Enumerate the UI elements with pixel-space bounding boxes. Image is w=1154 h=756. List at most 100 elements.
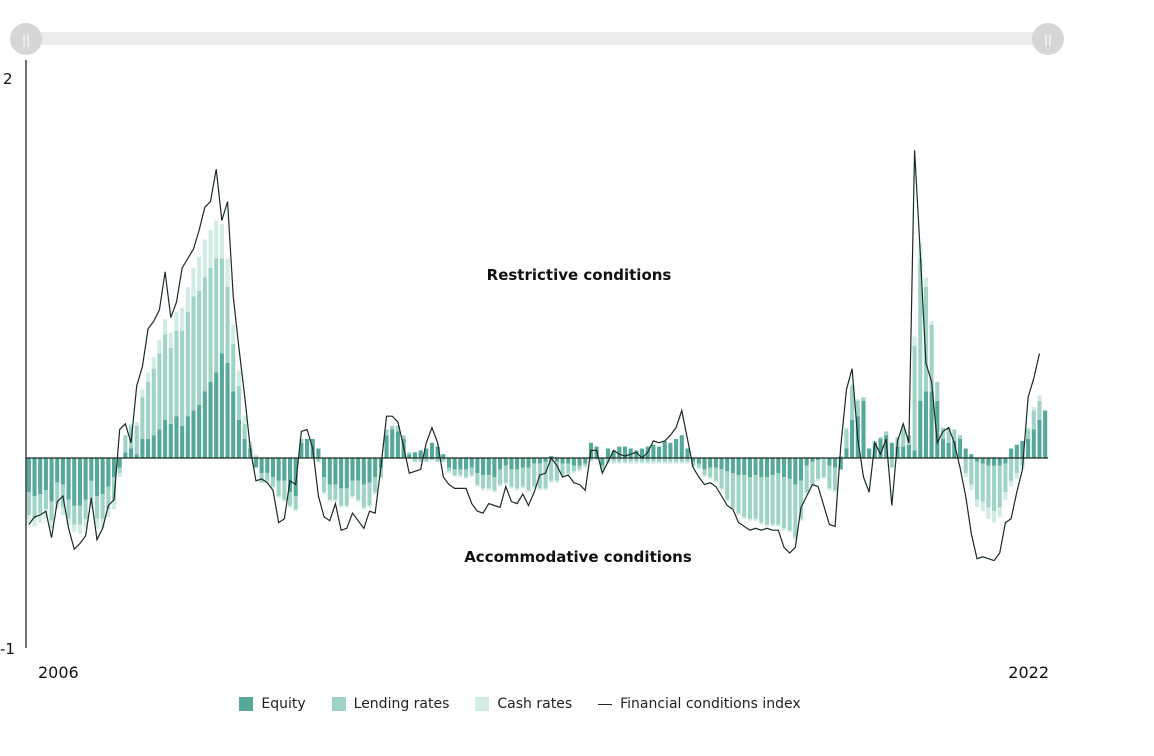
bar-cash-rates — [378, 477, 383, 479]
bar-equity — [969, 454, 974, 458]
bar-lending-rates — [651, 458, 656, 462]
bar-lending-rates — [617, 458, 622, 462]
bar-cash-rates — [645, 461, 650, 464]
bar-cash-rates — [571, 471, 576, 474]
bar-equity — [225, 363, 230, 458]
bar-cash-rates — [566, 473, 571, 476]
bar-lending-rates — [134, 425, 139, 455]
bar-lending-rates — [441, 458, 446, 462]
bar-lending-rates — [412, 458, 417, 462]
bar-cash-rates — [100, 518, 105, 529]
bar-equity — [997, 458, 1002, 466]
bar-cash-rates — [923, 277, 928, 287]
bar-lending-rates — [32, 496, 37, 519]
bar-equity — [208, 382, 213, 458]
bar-cash-rates — [94, 518, 100, 529]
bar-cash-rates — [452, 475, 457, 477]
bar-cash-rates — [197, 256, 202, 291]
bar-lending-rates — [503, 465, 508, 483]
bar-lending-rates — [191, 296, 196, 411]
bar-equity — [1014, 444, 1019, 458]
bar-cash-rates — [622, 461, 628, 464]
bar-lending-rates — [208, 268, 213, 382]
range-slider-track[interactable] — [26, 32, 1048, 45]
bar-equity — [804, 458, 809, 466]
bar-equity — [236, 420, 241, 458]
bar-equity — [134, 454, 139, 458]
bar-cash-rates — [128, 423, 134, 426]
legend-swatch-index — [598, 703, 613, 705]
bar-equity — [185, 416, 190, 458]
bar-equity — [577, 458, 582, 466]
bar-lending-rates — [844, 429, 849, 449]
bar-lending-rates — [889, 458, 894, 468]
bar-equity — [253, 458, 258, 468]
bar-equity — [32, 458, 37, 496]
bar-equity — [219, 353, 224, 458]
bar-lending-rates — [276, 480, 281, 496]
bar-cash-rates — [270, 486, 276, 489]
bar-lending-rates — [628, 458, 633, 462]
range-slider-handle-right[interactable] — [1032, 23, 1064, 55]
bar-lending-rates — [554, 461, 559, 481]
bar-cash-rates — [702, 475, 707, 477]
bar-cash-rates — [72, 524, 77, 533]
bar-cash-rates — [736, 513, 741, 515]
bar-equity — [571, 458, 576, 466]
bar-equity — [259, 458, 264, 474]
bar-lending-rates — [481, 475, 486, 489]
bar-lending-rates — [43, 490, 48, 510]
range-slider-handle-left[interactable] — [10, 23, 42, 55]
bar-lending-rates — [299, 439, 304, 443]
bar-equity — [1009, 448, 1014, 458]
bar-cash-rates — [293, 509, 298, 512]
bar-equity — [66, 458, 71, 500]
bar-equity — [963, 448, 968, 458]
bar-equity — [787, 458, 792, 479]
bar-cash-rates — [174, 311, 179, 331]
bar-equity — [435, 446, 440, 458]
range-slider[interactable]: || || — [10, 23, 1064, 55]
bar-cash-rates — [373, 492, 378, 495]
bar-cash-rates — [503, 482, 508, 485]
bar-equity — [486, 458, 491, 476]
bar-cash-rates — [111, 499, 117, 510]
bar-cash-rates — [798, 518, 804, 521]
bar-equity — [810, 458, 815, 462]
bar-equity — [622, 446, 628, 458]
bar-cash-rates — [742, 516, 747, 519]
bar-lending-rates — [151, 368, 156, 436]
bar-equity — [838, 458, 843, 470]
bar-lending-rates — [605, 458, 611, 462]
bar-equity — [685, 448, 690, 458]
bar-equity — [1037, 420, 1042, 458]
bar-cash-rates — [469, 475, 474, 477]
bar-equity — [747, 458, 752, 477]
bar-lending-rates — [850, 385, 855, 420]
bar-lending-rates — [764, 477, 769, 525]
bar-cash-rates — [66, 518, 71, 527]
bar-equity — [248, 448, 253, 458]
bar-lending-rates — [952, 429, 957, 441]
bar-cash-rates — [992, 511, 997, 523]
bar-cash-rates — [236, 370, 241, 386]
bar-cash-rates — [1009, 480, 1014, 487]
bar-cash-rates — [657, 461, 662, 464]
bar-lending-rates — [94, 496, 100, 519]
bar-cash-rates — [157, 340, 162, 354]
bar-cash-rates — [26, 515, 31, 523]
bar-lending-rates — [72, 505, 77, 525]
bar-equity — [299, 442, 304, 458]
bar-lending-rates — [367, 482, 372, 506]
bar-lending-rates — [146, 382, 151, 439]
bar-cash-rates — [486, 488, 491, 491]
bar-lending-rates — [810, 461, 815, 485]
bar-equity — [526, 458, 531, 468]
bar-cash-rates — [191, 268, 196, 297]
bar-equity — [639, 448, 645, 458]
bar-equity — [605, 448, 611, 458]
bar-equity — [702, 458, 707, 470]
bar-cash-rates — [974, 499, 980, 508]
bar-equity — [974, 458, 980, 462]
bar-cash-rates — [674, 461, 679, 464]
